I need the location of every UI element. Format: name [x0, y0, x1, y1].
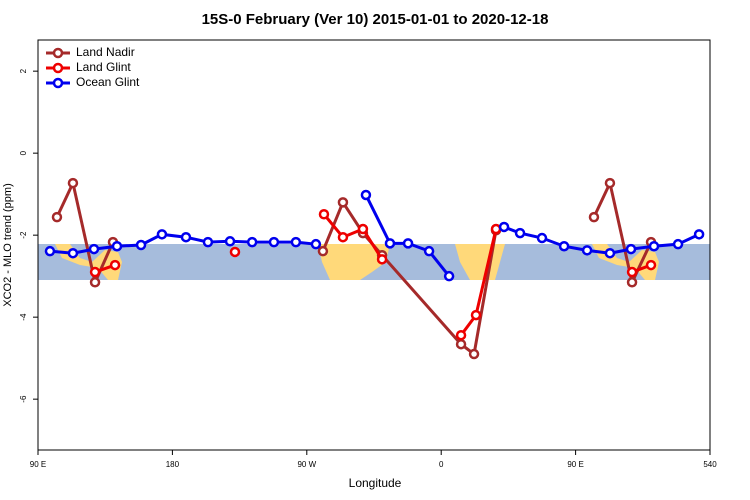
- point: [88, 243, 100, 255]
- point: [626, 266, 638, 278]
- point: [588, 211, 600, 223]
- point: [135, 239, 147, 251]
- y-tick-label: 2: [19, 68, 28, 73]
- y-axis-label: XCO2 - MLO trend (ppm): [2, 183, 14, 306]
- legend-marker: [52, 62, 64, 74]
- point: [693, 229, 705, 240]
- point: [402, 238, 414, 249]
- point: [604, 177, 616, 189]
- x-axis-label: Longitude: [349, 476, 402, 490]
- legend-label: Land Nadir: [76, 45, 135, 59]
- legend-label: Ocean Glint: [76, 75, 140, 89]
- point: [604, 247, 616, 259]
- point: [89, 266, 101, 278]
- point: [672, 238, 684, 250]
- point: [376, 254, 388, 265]
- plot-frame: [37, 39, 711, 451]
- point: [384, 238, 396, 249]
- x-tick-label: 180: [166, 460, 180, 469]
- y-tick-label: -2: [19, 231, 28, 239]
- point: [626, 277, 638, 288]
- point: [490, 223, 502, 235]
- point: [423, 245, 435, 257]
- x-tick-label: 540: [703, 460, 717, 469]
- point: [337, 231, 349, 243]
- point: [498, 221, 510, 233]
- point: [268, 236, 280, 248]
- legend-marker: [52, 47, 64, 59]
- point: [536, 232, 548, 244]
- legend-label: Land Glint: [76, 60, 131, 74]
- point: [109, 259, 121, 271]
- map-band: [38, 244, 710, 280]
- x-tick-label: 0: [439, 460, 444, 469]
- point: [625, 243, 637, 255]
- point: [310, 238, 322, 250]
- point: [468, 348, 480, 360]
- x-tick-label: 90 W: [297, 460, 316, 469]
- y-tick-label: -6: [19, 395, 28, 403]
- point: [44, 245, 56, 257]
- point: [229, 246, 241, 258]
- series-line: [94, 213, 652, 337]
- legend-marker: [52, 77, 64, 89]
- point: [357, 223, 369, 235]
- point: [156, 229, 168, 240]
- point: [111, 240, 123, 252]
- point: [337, 197, 349, 208]
- point: [581, 245, 593, 256]
- y-tick-label: -4: [19, 313, 28, 321]
- point: [290, 236, 302, 248]
- point: [455, 329, 467, 341]
- land-patch: [318, 244, 390, 280]
- point: [224, 236, 236, 247]
- point: [317, 245, 329, 257]
- point: [246, 236, 258, 248]
- point: [51, 211, 63, 223]
- point: [443, 270, 455, 282]
- point: [558, 240, 570, 252]
- chart-title: 15S-0 February (Ver 10) 2015-01-01 to 20…: [202, 11, 549, 28]
- point: [360, 189, 372, 201]
- x-tick-label: 90 E: [567, 460, 583, 469]
- point: [180, 231, 192, 243]
- point: [202, 236, 214, 248]
- point: [89, 277, 101, 288]
- point: [514, 227, 526, 239]
- point: [318, 209, 330, 220]
- point: [67, 177, 79, 189]
- y-tick-label: 0: [19, 150, 28, 155]
- point: [648, 240, 660, 252]
- point: [455, 338, 467, 350]
- point: [470, 309, 482, 321]
- point: [67, 247, 79, 259]
- x-tick-label: 90 E: [30, 460, 46, 469]
- point: [645, 259, 657, 271]
